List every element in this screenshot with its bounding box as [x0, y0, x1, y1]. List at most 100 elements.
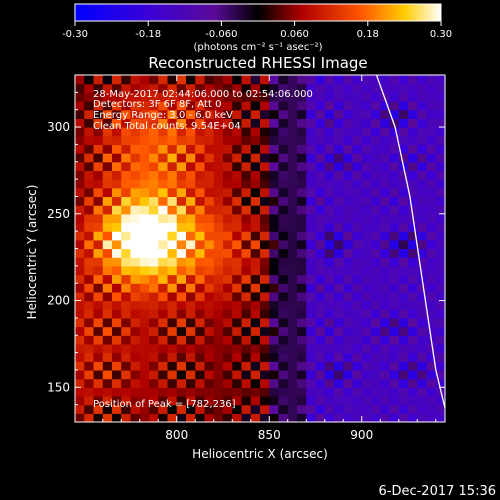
colorbar-tick-label: -0.060	[205, 29, 237, 40]
heatmap-cell	[408, 170, 418, 180]
heatmap-cell	[195, 369, 206, 380]
heatmap-cell	[241, 170, 252, 180]
heatmap-cell	[334, 127, 344, 137]
heatmap-cell	[223, 239, 233, 250]
heatmap-cell	[186, 248, 196, 258]
heatmap-cell	[269, 213, 280, 224]
heatmap-cell	[84, 283, 95, 293]
heatmap-cell	[176, 404, 187, 414]
heatmap-cell	[75, 317, 85, 328]
heatmap-cell	[315, 248, 326, 258]
heatmap-cell	[343, 127, 354, 137]
heatmap-cell	[352, 127, 363, 137]
heatmap-cell	[278, 196, 289, 206]
heatmap-cell	[75, 205, 85, 215]
heatmap-cell	[306, 179, 317, 189]
heatmap-cell	[158, 274, 169, 284]
heatmap-cell	[195, 222, 206, 232]
heatmap-cell	[334, 75, 344, 85]
heatmap-cell	[75, 161, 85, 172]
heatmap-cell	[269, 239, 280, 250]
heatmap-cell	[241, 300, 252, 310]
heatmap-cell	[417, 352, 428, 362]
heatmap-cell	[334, 135, 344, 145]
heatmap-cell	[241, 309, 252, 319]
heatmap-cell	[408, 300, 418, 310]
heatmap-cell	[343, 309, 354, 319]
heatmap-cell	[380, 144, 391, 154]
heatmap-cell	[139, 92, 150, 102]
heatmap-cell	[352, 404, 363, 414]
heatmap-cell	[306, 378, 317, 388]
heatmap-cell	[121, 300, 132, 310]
heatmap-cell	[167, 343, 178, 354]
heatmap-cell	[287, 83, 298, 93]
heatmap-cell	[121, 395, 132, 406]
heatmap-cell	[324, 369, 335, 380]
heatmap-cell	[250, 265, 261, 276]
heatmap-cell	[139, 144, 150, 154]
heatmap-cell	[361, 161, 372, 172]
heatmap-cell	[213, 387, 224, 397]
heatmap-cell	[176, 170, 187, 180]
heatmap-cell	[334, 161, 344, 172]
heatmap-cell	[204, 92, 215, 102]
heatmap-cell	[93, 361, 104, 371]
heatmap-cell	[361, 231, 372, 241]
heatmap-cell	[186, 257, 196, 267]
heatmap-cell	[130, 170, 141, 180]
heatmap-cell	[417, 127, 428, 137]
heatmap-cell	[306, 413, 317, 422]
heatmap-cell	[306, 239, 317, 250]
heatmap-cell	[84, 369, 95, 380]
heatmap-cell	[167, 179, 178, 189]
heatmap-cell	[232, 239, 243, 250]
heatmap-cell	[195, 317, 206, 328]
heatmap-cell	[195, 231, 206, 241]
heatmap-cell	[260, 404, 270, 414]
heatmap-cell	[75, 326, 85, 336]
heatmap-cell	[324, 83, 335, 93]
heatmap-cell	[260, 369, 270, 380]
heatmap-cell	[260, 170, 270, 180]
heatmap-cell	[112, 187, 122, 198]
heatmap-cell	[269, 343, 280, 354]
heatmap-cell	[84, 205, 95, 215]
heatmap-cell	[250, 187, 261, 198]
heatmap-cell	[334, 326, 344, 336]
heatmap-cell	[389, 118, 400, 128]
heatmap-cell	[361, 75, 372, 85]
heatmap-cell	[334, 144, 344, 154]
heatmap-cell	[84, 101, 95, 111]
heatmap-cell	[435, 196, 445, 206]
heatmap-cell	[75, 153, 85, 163]
heatmap-cell	[250, 83, 261, 93]
heatmap-cell	[158, 413, 169, 422]
heatmap-cell	[297, 283, 307, 293]
heatmap-cell	[84, 153, 95, 163]
heatmap-cell	[380, 92, 391, 102]
heatmap-cell	[324, 378, 335, 388]
heatmap-cell	[75, 369, 85, 380]
heatmap-cell	[167, 239, 178, 250]
heatmap-cell	[315, 395, 326, 406]
heatmap-cell	[380, 75, 391, 85]
heatmap-cell	[102, 326, 113, 336]
heatmap-cell	[417, 361, 428, 371]
heatmap-cell	[306, 75, 317, 85]
heatmap-cell	[389, 361, 400, 371]
heatmap-cell	[204, 361, 215, 371]
heatmap-cell	[408, 75, 418, 85]
heatmap-cell	[241, 231, 252, 241]
heatmap-cell	[315, 317, 326, 328]
heatmap-cell	[102, 161, 113, 172]
heatmap-cell	[343, 300, 354, 310]
heatmap-image	[75, 75, 445, 422]
heatmap-cell	[204, 153, 215, 163]
heatmap-cell	[121, 101, 132, 111]
heatmap-cell	[343, 101, 354, 111]
heatmap-cell	[324, 161, 335, 172]
heatmap-cell	[121, 135, 132, 145]
heatmap-cell	[250, 196, 261, 206]
heatmap-cell	[130, 378, 141, 388]
